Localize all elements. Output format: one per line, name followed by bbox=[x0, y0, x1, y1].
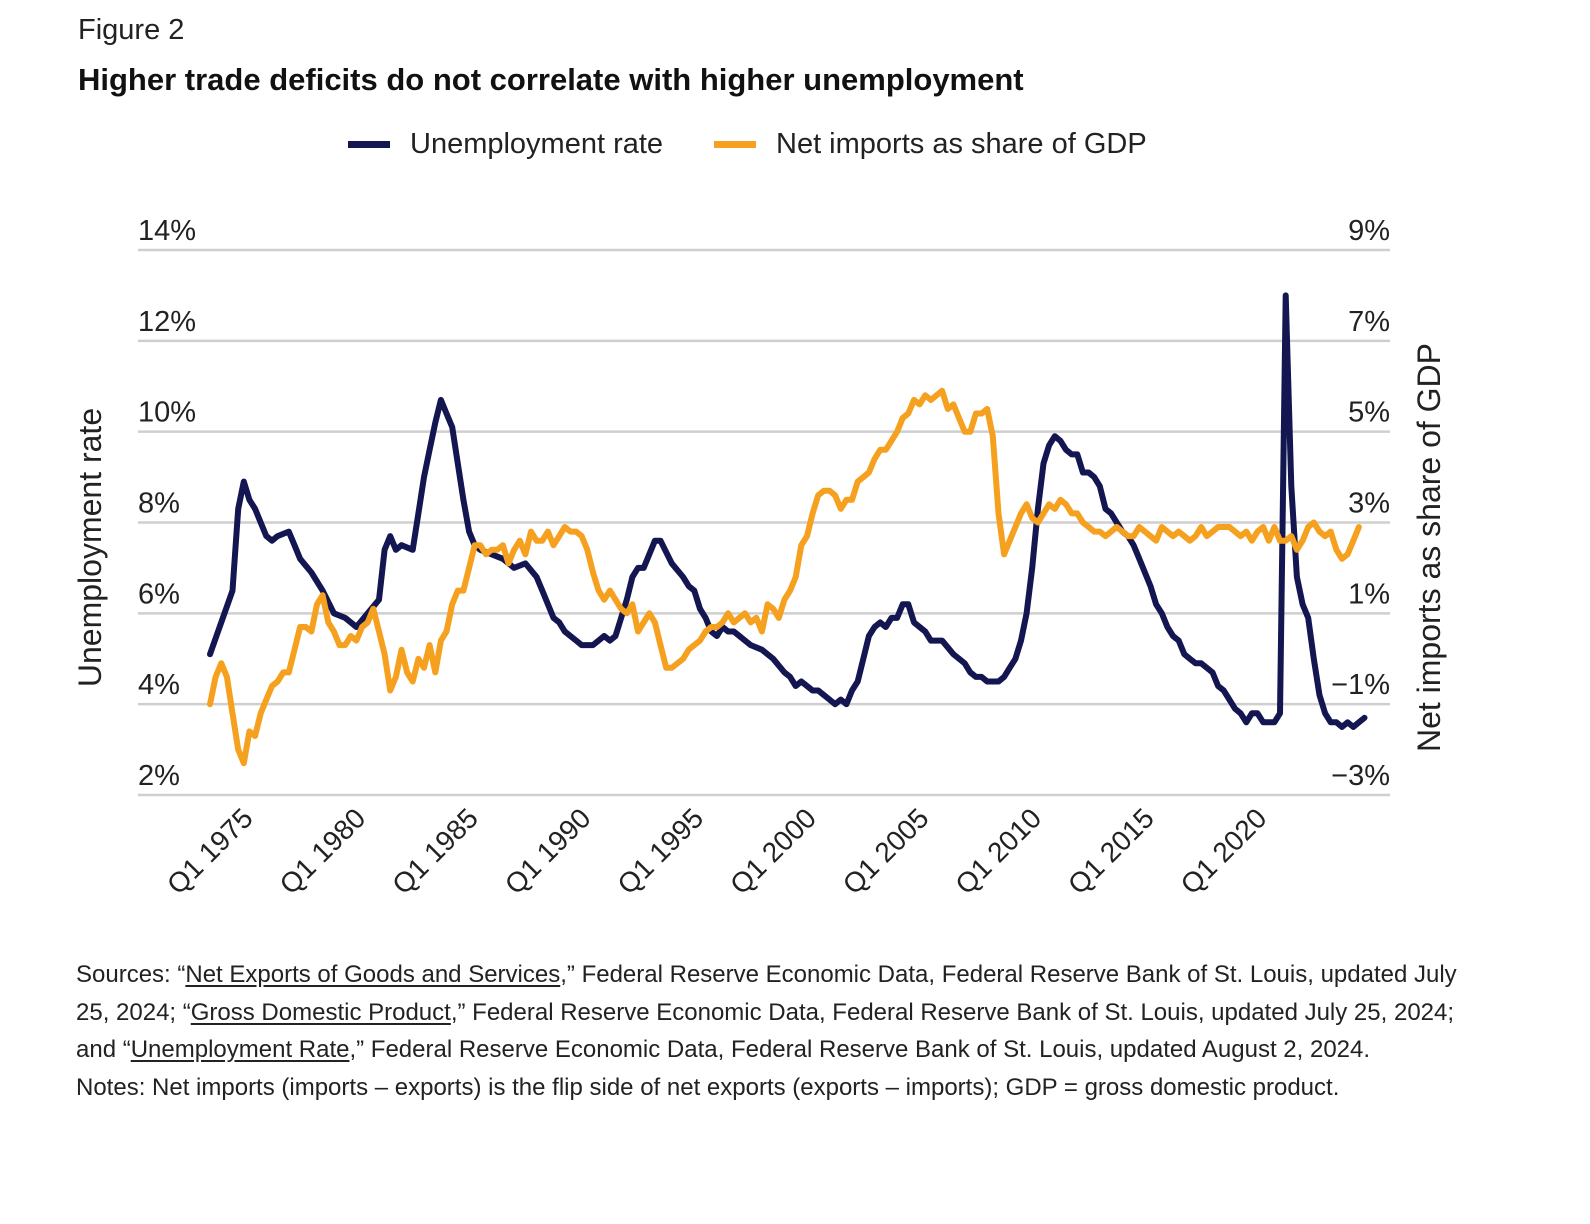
x-tick-label: Q1 1985 bbox=[386, 802, 484, 900]
figure-label: Figure 2 bbox=[78, 14, 185, 46]
sources-end: ,” Federal Reserve Economic Data, Federa… bbox=[349, 1036, 1371, 1063]
left-tick-label: 14% bbox=[138, 215, 196, 247]
notes-paragraph: Notes: Net imports (imports – exports) i… bbox=[76, 1073, 1340, 1101]
left-tick-label: 6% bbox=[138, 578, 180, 610]
left-tick-label: 10% bbox=[138, 397, 196, 429]
x-tick-label: Q1 1995 bbox=[611, 802, 709, 900]
right-tick-label: 9% bbox=[1348, 215, 1390, 247]
right-tick-label: 1% bbox=[1348, 578, 1390, 610]
right-axis-title: Net imports as share of GDP bbox=[1411, 343, 1447, 752]
left-tick-label: 8% bbox=[138, 488, 180, 520]
legend-swatch-net-imports bbox=[714, 140, 756, 148]
link-unemployment-rate[interactable]: Unemployment Rate bbox=[130, 1036, 350, 1063]
x-tick-label: Q1 2005 bbox=[837, 802, 935, 900]
left-tick-label: 2% bbox=[138, 760, 180, 792]
legend-label-net-imports: Net imports as share of GDP bbox=[776, 127, 1147, 160]
chart-legend: Unemployment rate Net imports as share o… bbox=[0, 124, 1590, 164]
x-tick-label: Q1 1980 bbox=[274, 802, 372, 900]
legend-label-unemployment: Unemployment rate bbox=[410, 127, 664, 160]
sources-mid-1: ,” Federal Reserve Economic Data, Federa… bbox=[76, 961, 1457, 1026]
x-tick-label: Q1 2010 bbox=[949, 802, 1047, 900]
x-tick-label: Q1 2000 bbox=[724, 802, 822, 900]
left-tick-label: 4% bbox=[138, 669, 180, 701]
right-tick-label: 7% bbox=[1348, 306, 1390, 338]
right-tick-label: −3% bbox=[1331, 760, 1390, 792]
link-net-exports[interactable]: Net Exports of Goods and Services bbox=[185, 961, 561, 988]
sources-prefix: Sources: “ bbox=[76, 961, 186, 988]
dual-axis-line-chart: 14% 9% 12% 7% 10% 5% 8% 3% 6% 1% 4% −1% 2% −3% Unemplo… bbox=[72, 215, 1447, 900]
legend-item-unemployment: Unemployment rate bbox=[348, 124, 663, 164]
left-tick-label: 12% bbox=[138, 306, 196, 338]
sources-paragraph: Sources: “Net Exports of Goods and Servi… bbox=[76, 956, 1496, 1069]
chart-title: Higher trade deficits do not correlate w… bbox=[78, 62, 1024, 97]
source-notes: Sources: “Net Exports of Goods and Servi… bbox=[76, 956, 1496, 1106]
x-tick-label: Q1 1975 bbox=[161, 802, 259, 900]
sources-mid-2: ,” Federal Reserve Economic Data, Federa… bbox=[76, 998, 1455, 1064]
link-gdp[interactable]: Gross Domestic Product bbox=[190, 998, 451, 1026]
net-imports-line bbox=[207, 387, 1362, 767]
legend-swatch-unemployment bbox=[348, 140, 390, 148]
x-tick-label: Q1 1990 bbox=[499, 802, 597, 900]
x-tick-label: Q1 2020 bbox=[1175, 802, 1273, 900]
right-tick-label: 5% bbox=[1348, 397, 1390, 429]
legend-item-net-imports: Net imports as share of GDP bbox=[714, 124, 1147, 164]
right-tick-label: −1% bbox=[1331, 669, 1390, 701]
right-tick-label: 3% bbox=[1348, 488, 1390, 520]
unemployment-rate-line bbox=[207, 292, 1368, 730]
x-tick-label: Q1 2015 bbox=[1062, 802, 1160, 900]
left-axis-title: Unemployment rate bbox=[72, 408, 108, 687]
